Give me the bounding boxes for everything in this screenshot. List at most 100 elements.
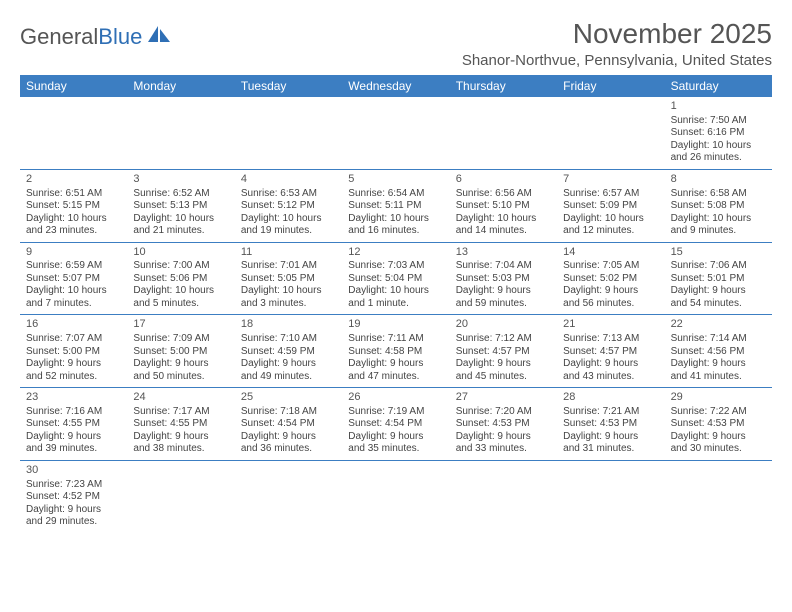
calendar-cell: 25Sunrise: 7:18 AMSunset: 4:54 PMDayligh… [235,388,342,460]
cell-sunset: Sunset: 5:03 PM [456,273,551,286]
week-row: 1Sunrise: 7:50 AMSunset: 6:16 PMDaylight… [20,97,772,170]
day-number: 15 [671,246,766,260]
calendar-cell [127,97,234,169]
cell-day2: and 50 minutes. [133,371,228,384]
cell-sunrise: Sunrise: 6:58 AM [671,188,766,201]
cell-sunset: Sunset: 5:10 PM [456,200,551,213]
calendar-cell: 22Sunrise: 7:14 AMSunset: 4:56 PMDayligh… [665,315,772,387]
day-number: 29 [671,391,766,405]
dayname-monday: Monday [127,75,234,97]
weeks-container: 1Sunrise: 7:50 AMSunset: 6:16 PMDaylight… [20,97,772,533]
cell-sunrise: Sunrise: 7:17 AM [133,406,228,419]
cell-sunrise: Sunrise: 6:57 AM [563,188,658,201]
week-row: 16Sunrise: 7:07 AMSunset: 5:00 PMDayligh… [20,315,772,388]
cell-day2: and 23 minutes. [26,225,121,238]
calendar-cell [342,461,449,533]
cell-day1: Daylight: 9 hours [133,358,228,371]
dayname-wednesday: Wednesday [342,75,449,97]
cell-sunset: Sunset: 4:59 PM [241,346,336,359]
cell-day1: Daylight: 9 hours [456,431,551,444]
cell-sunset: Sunset: 4:54 PM [241,418,336,431]
cell-sunset: Sunset: 4:52 PM [26,491,121,504]
cell-sunrise: Sunrise: 7:04 AM [456,260,551,273]
cell-day2: and 9 minutes. [671,225,766,238]
cell-day2: and 29 minutes. [26,516,121,529]
month-title: November 2025 [462,18,772,50]
cell-sunrise: Sunrise: 7:01 AM [241,260,336,273]
calendar-cell [235,461,342,533]
cell-sunrise: Sunrise: 7:21 AM [563,406,658,419]
calendar-cell: 30Sunrise: 7:23 AMSunset: 4:52 PMDayligh… [20,461,127,533]
cell-day1: Daylight: 9 hours [563,358,658,371]
calendar-cell: 21Sunrise: 7:13 AMSunset: 4:57 PMDayligh… [557,315,664,387]
day-number: 18 [241,318,336,332]
cell-sunrise: Sunrise: 7:05 AM [563,260,658,273]
cell-day1: Daylight: 9 hours [241,431,336,444]
cell-sunrise: Sunrise: 7:06 AM [671,260,766,273]
day-number: 24 [133,391,228,405]
cell-sunset: Sunset: 5:05 PM [241,273,336,286]
calendar-cell: 15Sunrise: 7:06 AMSunset: 5:01 PMDayligh… [665,243,772,315]
cell-sunrise: Sunrise: 6:54 AM [348,188,443,201]
cell-day1: Daylight: 10 hours [671,213,766,226]
cell-sunset: Sunset: 5:13 PM [133,200,228,213]
cell-day2: and 21 minutes. [133,225,228,238]
page-header: GeneralBlue November 2025 Shanor-Northvu… [20,18,772,69]
cell-day1: Daylight: 9 hours [26,504,121,517]
cell-sunset: Sunset: 4:58 PM [348,346,443,359]
dayname-friday: Friday [557,75,664,97]
cell-sunrise: Sunrise: 7:14 AM [671,333,766,346]
calendar-cell [557,97,664,169]
calendar-cell: 9Sunrise: 6:59 AMSunset: 5:07 PMDaylight… [20,243,127,315]
cell-day2: and 56 minutes. [563,298,658,311]
day-number: 30 [26,464,121,478]
calendar-cell: 18Sunrise: 7:10 AMSunset: 4:59 PMDayligh… [235,315,342,387]
cell-sunrise: Sunrise: 7:00 AM [133,260,228,273]
week-row: 2Sunrise: 6:51 AMSunset: 5:15 PMDaylight… [20,170,772,243]
day-number: 3 [133,173,228,187]
calendar-cell: 29Sunrise: 7:22 AMSunset: 4:53 PMDayligh… [665,388,772,460]
calendar-cell [342,97,449,169]
day-number: 14 [563,246,658,260]
cell-sunset: Sunset: 5:12 PM [241,200,336,213]
calendar-cell: 11Sunrise: 7:01 AMSunset: 5:05 PMDayligh… [235,243,342,315]
dayname-tuesday: Tuesday [235,75,342,97]
cell-day1: Daylight: 10 hours [348,285,443,298]
cell-day1: Daylight: 10 hours [133,213,228,226]
cell-day1: Daylight: 10 hours [456,213,551,226]
cell-day1: Daylight: 9 hours [241,358,336,371]
cell-day2: and 39 minutes. [26,443,121,456]
cell-day2: and 5 minutes. [133,298,228,311]
calendar-cell: 20Sunrise: 7:12 AMSunset: 4:57 PMDayligh… [450,315,557,387]
week-row: 30Sunrise: 7:23 AMSunset: 4:52 PMDayligh… [20,461,772,533]
cell-day1: Daylight: 9 hours [133,431,228,444]
calendar-cell [127,461,234,533]
cell-day2: and 35 minutes. [348,443,443,456]
cell-sunrise: Sunrise: 7:20 AM [456,406,551,419]
cell-day2: and 16 minutes. [348,225,443,238]
cell-sunrise: Sunrise: 7:18 AM [241,406,336,419]
day-number: 6 [456,173,551,187]
cell-day2: and 47 minutes. [348,371,443,384]
calendar: Sunday Monday Tuesday Wednesday Thursday… [20,75,772,533]
day-number: 19 [348,318,443,332]
day-number: 22 [671,318,766,332]
sail-icon [146,24,172,50]
cell-sunrise: Sunrise: 7:16 AM [26,406,121,419]
cell-sunrise: Sunrise: 7:03 AM [348,260,443,273]
cell-day1: Daylight: 9 hours [671,285,766,298]
cell-day2: and 19 minutes. [241,225,336,238]
cell-day2: and 26 minutes. [671,152,766,165]
logo-text-general: General [20,24,98,50]
day-number: 17 [133,318,228,332]
calendar-cell: 4Sunrise: 6:53 AMSunset: 5:12 PMDaylight… [235,170,342,242]
day-number: 9 [26,246,121,260]
cell-sunset: Sunset: 4:57 PM [563,346,658,359]
cell-day1: Daylight: 9 hours [563,285,658,298]
cell-sunset: Sunset: 5:00 PM [26,346,121,359]
cell-sunset: Sunset: 5:08 PM [671,200,766,213]
calendar-cell [20,97,127,169]
calendar-cell [450,461,557,533]
day-number: 26 [348,391,443,405]
day-number: 16 [26,318,121,332]
